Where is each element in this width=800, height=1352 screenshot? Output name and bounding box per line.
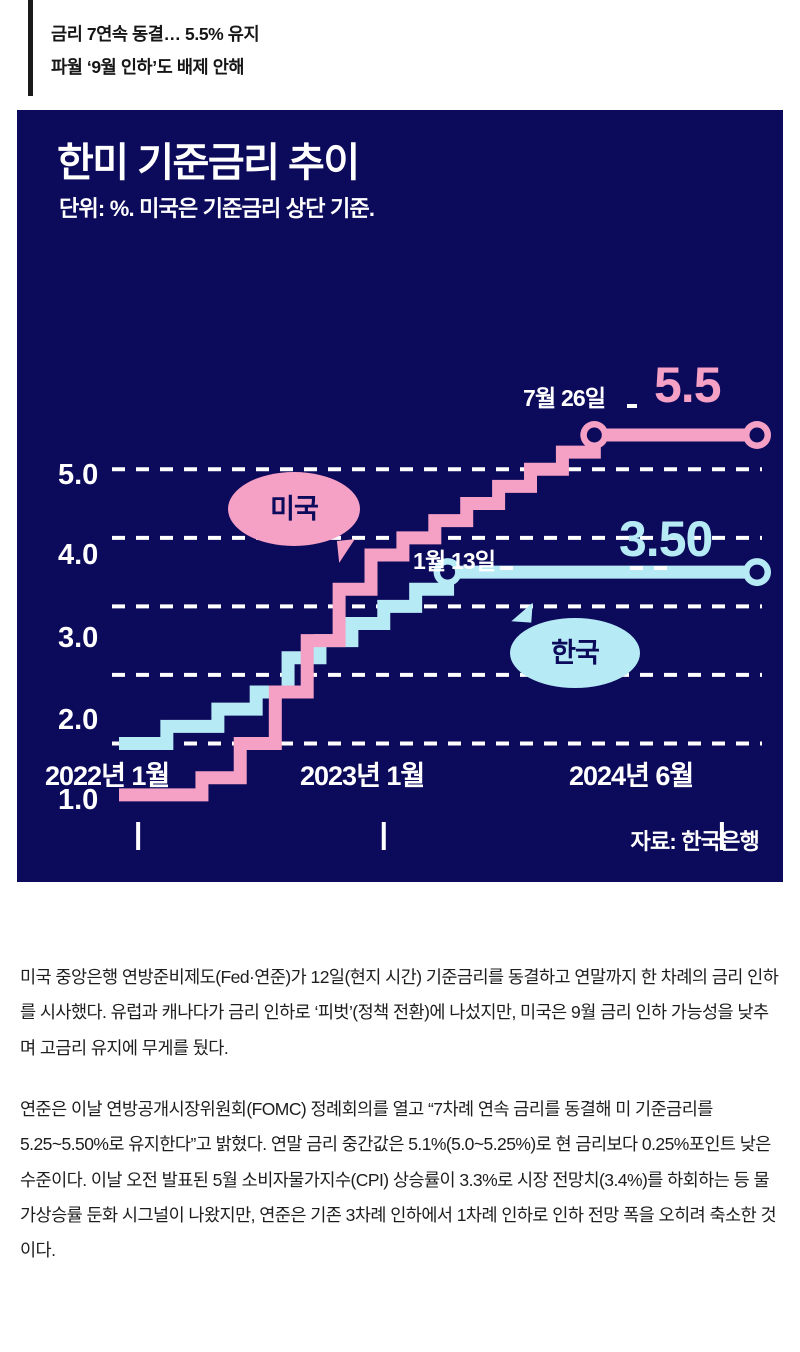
y-tick-label-4: 4.0 <box>58 539 99 571</box>
marker-korea-end-center <box>749 564 765 580</box>
x-tick-label-2: 2023년 1월 <box>300 761 425 791</box>
x-tick-label-3: 2024년 6월 <box>569 761 694 791</box>
legend-bubble-korea: 한국 <box>510 618 640 688</box>
article-body: 미국 중앙은행 연방준비제도(Fed·연준)가 12일(현지 시간) 기준금리를… <box>0 882 800 1295</box>
y-tick-label-3: 3.0 <box>58 622 99 654</box>
chart-subtitle: 단위: %. 미국은 기준금리 상단 기준. <box>59 196 375 221</box>
kr-point-date-label: 1월 13일 <box>413 548 496 574</box>
kr-end-value: 3.50 <box>619 511 713 567</box>
series-line-usa <box>119 428 757 802</box>
series-markers <box>433 421 771 587</box>
chart-infographic: 한미 기준금리 추이 단위: %. 미국은 기준금리 상단 기준. 5.0 4.… <box>17 110 783 882</box>
date-leader-lines <box>500 404 677 570</box>
us-point-date-label: 7월 26일 <box>523 385 606 411</box>
chart-title: 한미 기준금리 추이 <box>57 141 360 185</box>
y-tick-label-5: 5.0 <box>58 459 99 491</box>
marker-usa-end-center <box>749 427 765 443</box>
headline-line-1: 금리 7연속 동결… 5.5% 유지 <box>51 24 260 44</box>
headline-line-2: 파월 ‘9월 인하’도 배제 안해 <box>51 57 245 77</box>
article-paragraph: 미국 중앙은행 연방준비제도(Fed·연준)가 12일(현지 시간) 기준금리를… <box>20 967 779 1058</box>
axis-ticks <box>136 822 724 850</box>
y-tick-label-2: 2.0 <box>58 704 99 736</box>
series-line-korea <box>119 565 757 750</box>
marker-usa-start-center <box>586 427 602 443</box>
x-tick-label-1: 2022년 1월 <box>45 761 170 791</box>
article-paragraph: 연준은 이날 연방공개시장위원회(FOMC) 정례회의를 열고 “7차례 연속 … <box>20 1099 777 1261</box>
chart-plot-area <box>112 404 771 850</box>
series-lines <box>119 428 757 802</box>
us-end-value: 5.5 <box>654 357 722 413</box>
article-page: 금리 7연속 동결… 5.5% 유지 파월 ‘9월 인하’도 배제 안해 한미 … <box>0 0 800 1295</box>
headline: 금리 7연속 동결… 5.5% 유지 파월 ‘9월 인하’도 배제 안해 <box>28 0 800 96</box>
marker-korea-start-center <box>440 564 456 580</box>
y-tick-label-1: 1.0 <box>58 784 99 816</box>
chart-source: 자료: 한국은행 <box>630 829 760 854</box>
legend-bubble-usa: 미국 <box>228 472 360 546</box>
